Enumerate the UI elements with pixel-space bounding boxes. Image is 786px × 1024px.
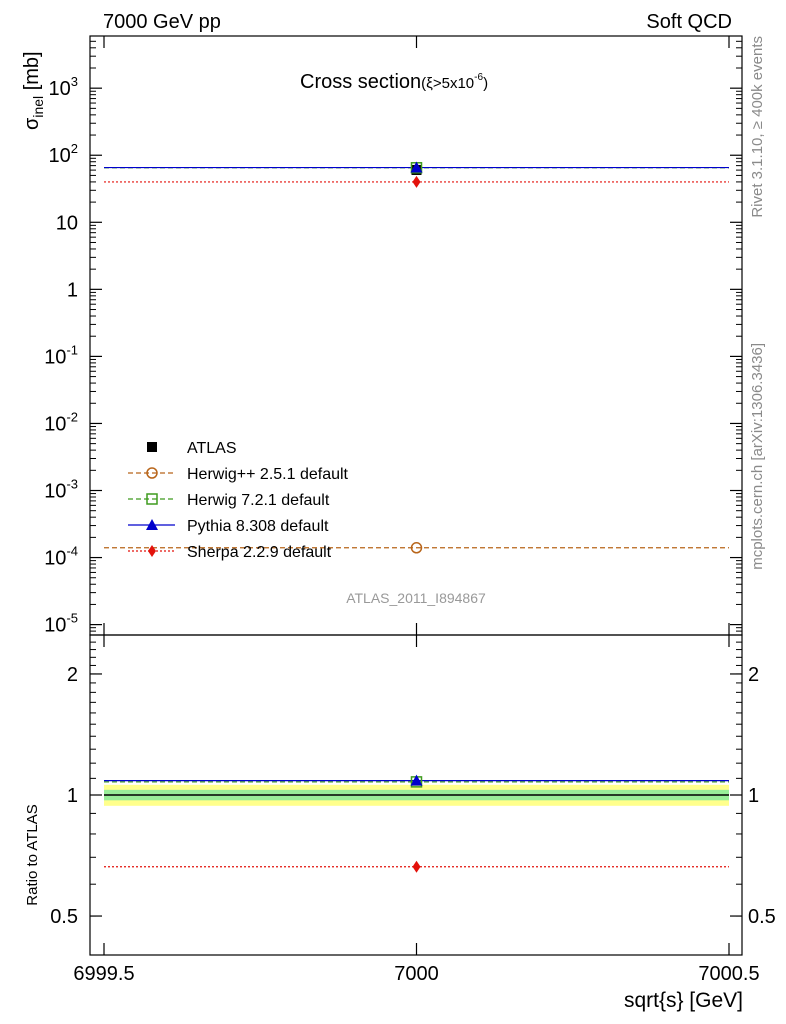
ratio-y-tick-label-right: 0.5	[748, 906, 776, 928]
main-y-tick-label: 10-2	[44, 409, 78, 435]
main-ylabel-unit: [mb]	[21, 51, 43, 95]
rivet-label: Rivet 3.1.10, ≥ 400k events	[749, 36, 766, 218]
ratio-y-tick-label-right: 1	[748, 785, 759, 807]
header-left: 7000 GeV pp	[103, 11, 221, 33]
ratio-series-marker-1	[410, 774, 423, 786]
legend: ATLAS Herwig++ 2.5.1 default Herwig 7.2.1 …	[128, 440, 349, 561]
main-y-tick-base: 10	[44, 548, 66, 570]
ratio-y-tick-label-left: 2	[67, 664, 78, 686]
main-y-tick-exp: -1	[66, 342, 78, 357]
header-right: Soft QCD	[646, 11, 732, 33]
watermark: ATLAS_2011_I894867	[346, 590, 486, 606]
main-y-tick-label: 10-3	[44, 477, 78, 503]
mcplots-label: mcplots.cern.ch [arXiv:1306.3436]	[749, 343, 766, 570]
legend-marker-4	[148, 545, 156, 557]
x-axis-label: sqrt{s} [GeV]	[624, 989, 743, 1012]
ratio-y-tick-label-right: 2	[748, 664, 759, 686]
main-y-tick-label: 10-1	[44, 342, 78, 368]
chart-title: Cross section(ξ>5x10-6)	[300, 71, 488, 93]
main-y-tick-label: 10-5	[44, 611, 78, 637]
main-ylabel-base: σ	[21, 117, 43, 130]
ratio-ylabel: Ratio to ATLAS	[24, 804, 41, 905]
chart-title-exp: -6	[474, 72, 483, 83]
main-y-tick-base: 10	[44, 346, 66, 368]
legend-label-3: Pythia 8.308 default	[187, 518, 329, 535]
main-y-tick-exp: 2	[71, 141, 78, 156]
chart-title-close: )	[483, 75, 488, 92]
main-y-tick-exp: -5	[66, 611, 78, 626]
main-y-tick-base: 10	[44, 413, 66, 435]
main-y-tick-exp: -3	[66, 477, 78, 492]
main-y-tick-base: 10	[56, 212, 78, 234]
chart-title-cond: (ξ>5x10	[421, 75, 474, 92]
main-ylabel: σinel [mb]	[21, 51, 46, 130]
legend-label-1: Herwig++ 2.5.1 default	[187, 466, 349, 483]
main-y-tick-base: 1	[67, 279, 78, 301]
main-y-tick-base: 10	[49, 145, 71, 167]
ratio-y-tick-label-left: 0.5	[50, 906, 78, 928]
ratio-panel: 0.5 0.5 1 1 2 2 6999.5 7000 7000.5	[50, 634, 776, 985]
main-y-tick-base: 10	[44, 615, 66, 637]
main-y-tick-exp: 3	[71, 74, 78, 89]
legend-marker-0	[147, 442, 157, 452]
legend-marker-3	[146, 519, 158, 530]
main-y-tick-label: 1	[67, 279, 78, 301]
main-y-tick-base: 10	[44, 481, 66, 503]
x-tick-label: 7000	[394, 963, 439, 985]
x-tick-label: 6999.5	[73, 963, 134, 985]
chart-title-main: Cross section	[300, 71, 421, 93]
ratio-y-tick-label-left: 1	[67, 785, 78, 807]
legend-label-0: ATLAS	[187, 440, 237, 457]
main-series-marker-4	[412, 175, 421, 188]
main-y-tick-base: 10	[49, 78, 71, 100]
main-y-tick-label: 103	[49, 74, 78, 100]
x-tick-label: 7000.5	[698, 963, 759, 985]
main-y-tick-exp: -4	[66, 544, 78, 559]
legend-marker-1	[146, 467, 158, 479]
main-series-marker-3	[410, 161, 423, 173]
ratio-series-marker-2	[412, 860, 421, 873]
main-y-tick-label: 102	[49, 141, 78, 167]
legend-label-4: Sherpa 2.2.9 default	[187, 544, 332, 561]
legend-label-2: Herwig 7.2.1 default	[187, 492, 330, 509]
main-y-tick-exp: -2	[66, 409, 78, 424]
main-series-marker-1	[410, 542, 423, 554]
main-ylabel-sub: inel	[30, 96, 46, 118]
main-y-tick-label: 10	[56, 212, 78, 234]
legend-marker-2	[146, 493, 158, 505]
main-y-tick-label: 10-4	[44, 544, 78, 570]
